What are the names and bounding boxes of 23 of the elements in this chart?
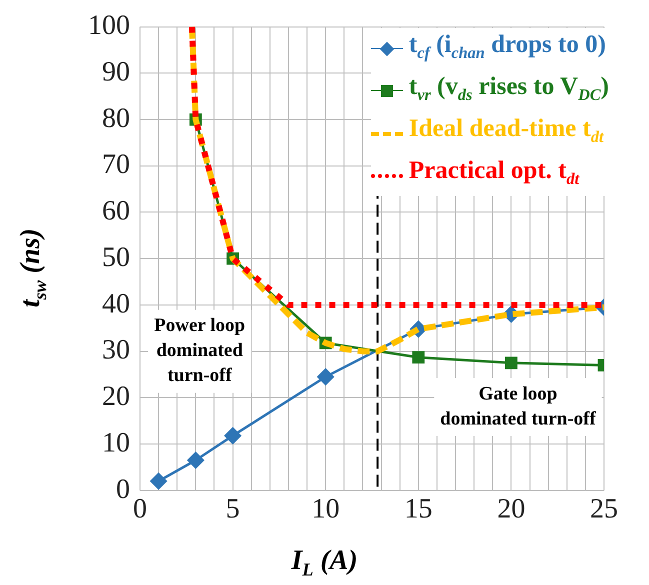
x-axis-title: I$_{L}$ (A) — [290, 545, 359, 581]
y-tick-label: 90 — [102, 56, 130, 88]
y-tick-label: 10 — [102, 427, 130, 458]
x-tick-label: 5 — [226, 494, 240, 525]
x-tick-label: 20 — [497, 494, 526, 525]
legend-label: t$_{vr}$ (v$_{ds}$ rises to V$_{DC}$) — [408, 72, 609, 106]
annotation: Gate loop dominated turn-off — [440, 383, 596, 430]
legend-label: Practical opt. t$_{dt}$ — [408, 156, 580, 190]
y-tick-label: 100 — [88, 10, 130, 42]
y-tick-label: 70 — [102, 149, 130, 180]
y-tick-label: 20 — [102, 381, 130, 412]
x-tick-label: 15 — [404, 494, 432, 525]
y-tick-label: 30 — [102, 334, 130, 366]
y-tick-label: 60 — [102, 196, 130, 227]
annotation: Power loop dominated turn-off — [154, 315, 246, 386]
y-tick-label: 80 — [102, 102, 130, 134]
legend-label: t$_{cf}$ (i$_{chan}$ drops to 0) — [408, 30, 606, 64]
y-tick-label: 50 — [102, 242, 130, 273]
y-tick-label: 0 — [116, 474, 130, 505]
x-tick-label: 25 — [590, 494, 618, 525]
legend-label: Ideal dead-time t$_{dt}$ — [408, 114, 604, 148]
y-tick-label: 40 — [102, 288, 130, 320]
x-tick-label: 10 — [312, 494, 340, 525]
